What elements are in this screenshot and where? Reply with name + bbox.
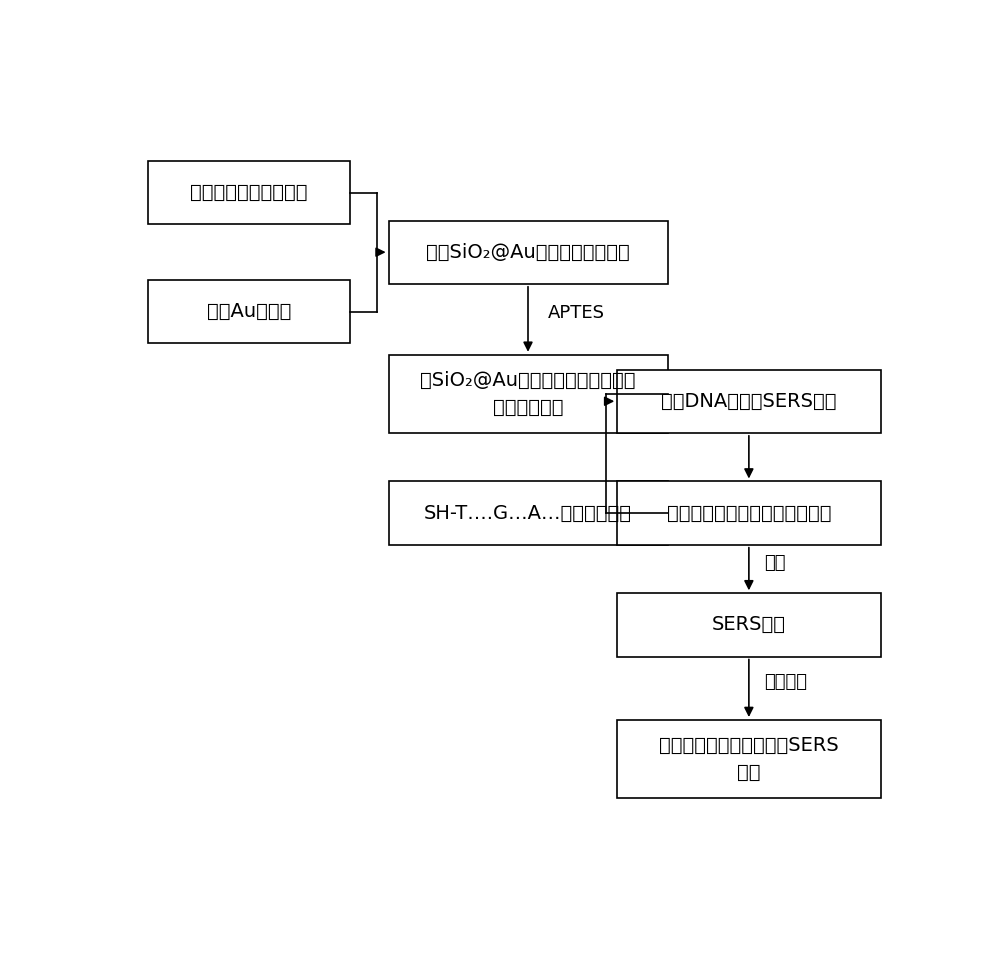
Text: 构建DNA修饰的SERS基底: 构建DNA修饰的SERS基底 bbox=[661, 392, 837, 410]
Bar bbox=[617, 593, 881, 656]
Text: APTES: APTES bbox=[547, 304, 604, 322]
Bar bbox=[617, 370, 881, 433]
Text: 浸泡于含有汞离子的样品溶液中: 浸泡于含有汞离子的样品溶液中 bbox=[667, 503, 831, 523]
Bar bbox=[148, 161, 350, 225]
Text: 光谱分析: 光谱分析 bbox=[764, 674, 807, 691]
Text: SERS测量: SERS测量 bbox=[712, 616, 786, 634]
Bar bbox=[388, 354, 668, 433]
Text: 洗涤: 洗涤 bbox=[764, 554, 786, 572]
Bar bbox=[148, 280, 350, 344]
Text: SH-T….G…A…多聚核苷酸链: SH-T….G…A…多聚核苷酸链 bbox=[424, 503, 632, 523]
Bar bbox=[617, 720, 881, 799]
Text: 合成Au金种子: 合成Au金种子 bbox=[207, 302, 291, 321]
Text: 将SiO₂@Au核壳结构纳米颗粒固定
在石英玻璃片: 将SiO₂@Au核壳结构纳米颗粒固定 在石英玻璃片 bbox=[420, 371, 636, 416]
Text: 制备二氧化硅纳米颗粒: 制备二氧化硅纳米颗粒 bbox=[190, 183, 308, 202]
Text: 制备SiO₂@Au核壳结构纳米颗粒: 制备SiO₂@Au核壳结构纳米颗粒 bbox=[426, 243, 630, 261]
Bar bbox=[388, 221, 668, 284]
Bar bbox=[617, 481, 881, 545]
Text: 汞离子定量特异性免标记SERS
检测: 汞离子定量特异性免标记SERS 检测 bbox=[659, 737, 839, 782]
Bar bbox=[388, 481, 668, 545]
